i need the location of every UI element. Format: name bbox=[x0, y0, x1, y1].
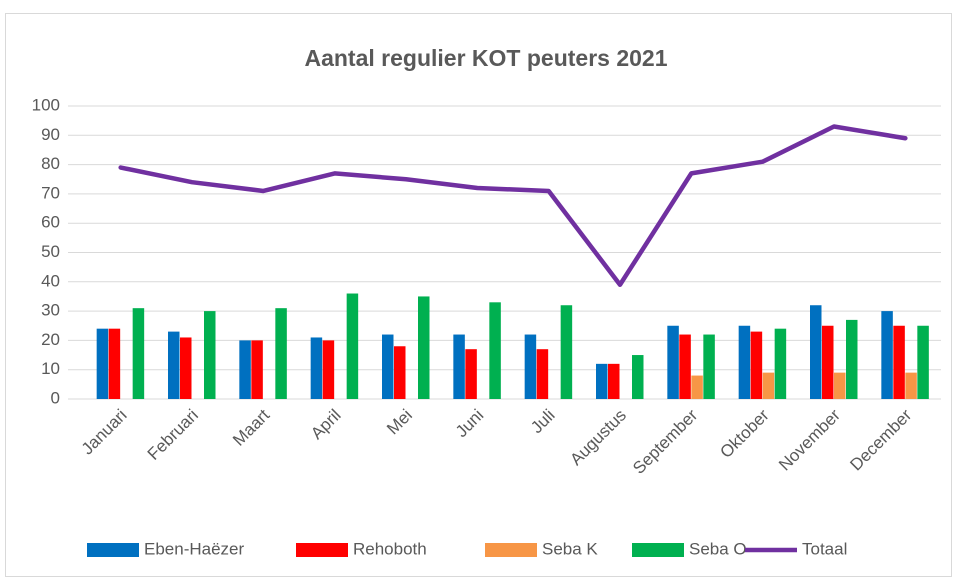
legend-label: Seba K bbox=[542, 539, 598, 558]
bar bbox=[762, 372, 775, 399]
bar bbox=[703, 334, 715, 399]
bar bbox=[810, 305, 822, 399]
legend-swatch bbox=[296, 543, 348, 557]
y-tick-label: 90 bbox=[41, 125, 60, 144]
bar bbox=[489, 302, 501, 399]
bar bbox=[834, 372, 846, 399]
y-tick-label: 0 bbox=[51, 388, 60, 407]
legend-swatch bbox=[87, 543, 139, 557]
bar bbox=[418, 296, 430, 399]
bar bbox=[536, 349, 549, 399]
legend-label: Seba O bbox=[689, 539, 747, 558]
bar bbox=[322, 340, 335, 399]
legend-label: Eben-Haëzer bbox=[144, 539, 245, 558]
y-tick-label: 20 bbox=[41, 330, 60, 349]
legend-label: Rehoboth bbox=[353, 539, 427, 558]
bar bbox=[608, 363, 620, 399]
bar bbox=[239, 340, 251, 399]
bar bbox=[738, 325, 751, 399]
bar bbox=[596, 363, 608, 399]
legend-swatch bbox=[485, 543, 537, 557]
bar bbox=[917, 325, 929, 399]
bar bbox=[394, 346, 406, 399]
bar bbox=[691, 375, 703, 399]
bar bbox=[180, 337, 192, 399]
legend-swatch bbox=[632, 543, 684, 557]
bar bbox=[204, 311, 216, 399]
bar bbox=[465, 349, 477, 399]
bar bbox=[679, 334, 691, 399]
bar bbox=[560, 305, 573, 399]
y-tick-label: 10 bbox=[41, 359, 60, 378]
bar bbox=[346, 293, 359, 399]
bar bbox=[453, 334, 465, 399]
bar bbox=[881, 311, 893, 399]
bar bbox=[275, 308, 287, 399]
chart-title: Aantal regulier KOT peuters 2021 bbox=[304, 45, 667, 71]
bar bbox=[822, 325, 834, 399]
y-tick-label: 100 bbox=[32, 95, 60, 114]
bar bbox=[382, 334, 394, 399]
y-tick-label: 40 bbox=[41, 271, 60, 290]
bar bbox=[108, 328, 121, 399]
chart-frame bbox=[5, 13, 952, 577]
bar bbox=[667, 325, 679, 399]
bar bbox=[251, 340, 263, 399]
line bbox=[118, 124, 908, 287]
bar bbox=[905, 372, 917, 399]
y-tick-label: 60 bbox=[41, 213, 60, 232]
legend-label: Totaal bbox=[802, 539, 847, 558]
bar bbox=[893, 325, 905, 399]
y-tick-label: 80 bbox=[41, 154, 60, 173]
bar bbox=[132, 308, 145, 399]
bar bbox=[168, 331, 180, 399]
y-tick-label: 30 bbox=[41, 301, 60, 320]
bar bbox=[846, 319, 858, 399]
bar bbox=[96, 328, 109, 399]
y-tick-label: 70 bbox=[41, 183, 60, 202]
bar bbox=[310, 337, 323, 399]
bar bbox=[632, 355, 644, 399]
y-tick-label: 50 bbox=[41, 242, 60, 261]
bar bbox=[774, 328, 787, 399]
bar bbox=[750, 331, 763, 399]
bar bbox=[524, 334, 537, 399]
